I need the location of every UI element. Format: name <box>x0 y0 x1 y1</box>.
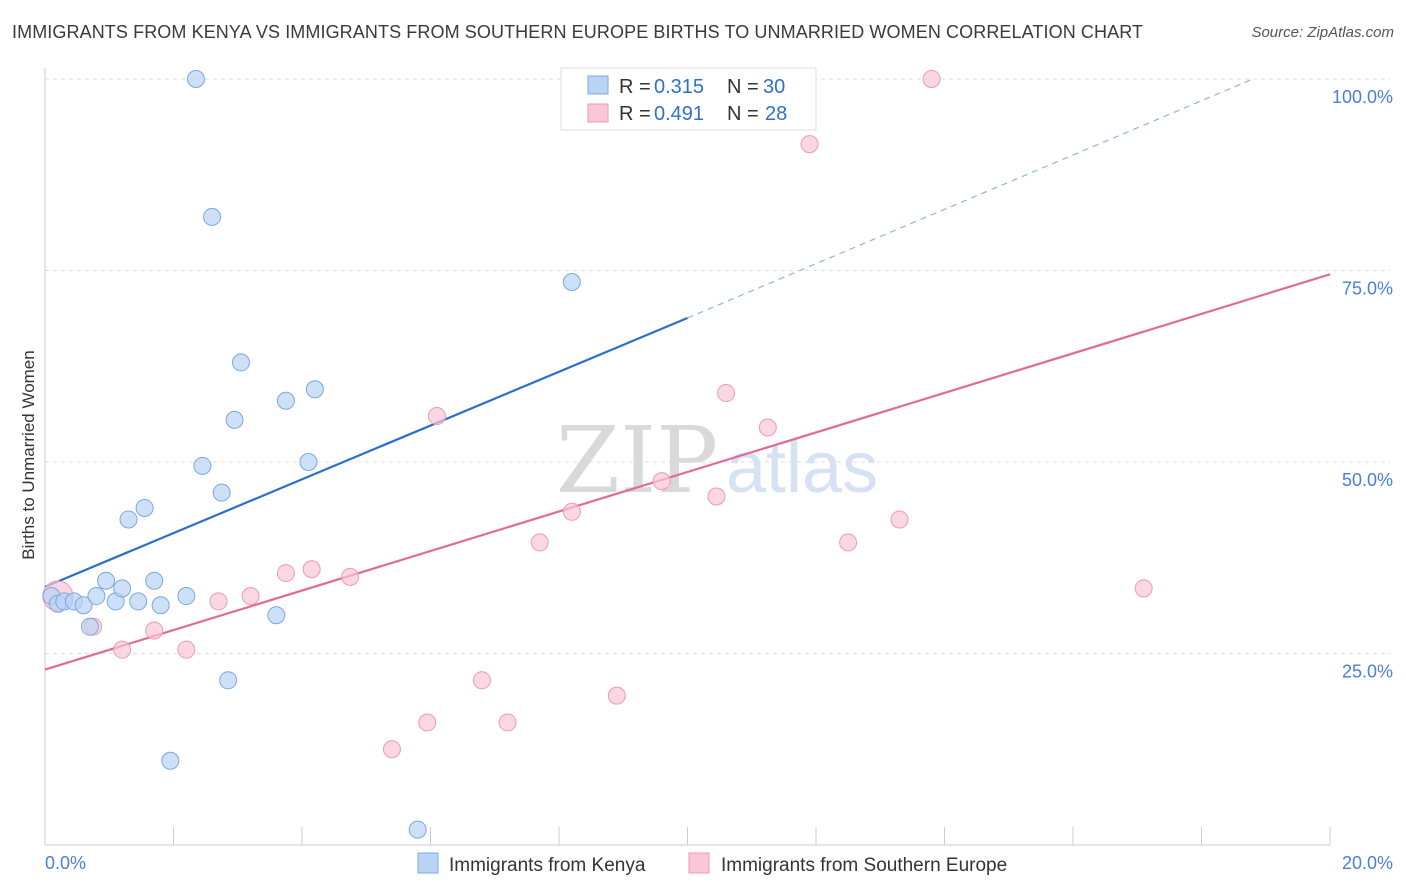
kenya-point <box>193 456 212 475</box>
southern-europe-point <box>717 384 736 403</box>
kenya-point <box>212 483 231 502</box>
legend-kenya-n-label: N = <box>727 76 759 98</box>
legend-se-n-value: 28 <box>765 103 787 125</box>
southern-europe-point <box>209 592 228 611</box>
chart-title: IMMIGRANTS FROM KENYA VS IMMIGRANTS FROM… <box>12 22 1144 42</box>
southern-europe-point <box>302 560 321 579</box>
kenya-trend-line <box>44 316 688 588</box>
legend-se-r-value: 0.491 <box>654 103 704 125</box>
southern-europe-point <box>652 472 671 491</box>
gridlines <box>45 78 1390 654</box>
kenya-point <box>113 579 132 598</box>
x-tick-label: 0.0% <box>45 853 86 873</box>
kenya-point <box>80 617 99 636</box>
legend-kenya-n-value: 30 <box>763 76 785 98</box>
southern-europe-point <box>341 567 360 586</box>
southern-europe-point <box>382 740 401 759</box>
kenya-point <box>219 671 238 690</box>
southern-europe-point <box>241 587 260 606</box>
y-tick-label: 50.0% <box>1342 470 1393 490</box>
watermark-atlas: atlas <box>726 428 878 508</box>
series-legend: Immigrants from Kenya Immigrants from So… <box>417 852 1007 876</box>
kenya-point <box>97 571 116 590</box>
kenya-point <box>177 587 196 606</box>
southern-europe-point <box>145 621 164 640</box>
legend-kenya-r-value: 0.315 <box>654 76 704 98</box>
legend-se-r-label: R = <box>619 103 651 125</box>
kenya-point <box>299 453 318 471</box>
southern-europe-point <box>418 713 437 732</box>
kenya-point <box>562 272 581 291</box>
kenya-trend-extension <box>687 78 1254 319</box>
watermark: ZIP atlas <box>556 407 878 514</box>
kenya-point <box>231 353 250 372</box>
southern-europe-point <box>758 418 777 437</box>
legend-kenya-r-label: R = <box>619 76 651 98</box>
legend-kenya-swatch <box>587 75 609 95</box>
kenya-point <box>129 592 148 611</box>
tick-labels: 25.0% 50.0% 75.0% 100.0% 0.0% 20.0% <box>45 87 1393 873</box>
kenya-point <box>119 510 138 529</box>
kenya-point <box>145 571 164 590</box>
southern-europe-point <box>562 502 581 521</box>
southern-europe-point <box>498 713 517 732</box>
legend-se-n-label: N = <box>727 103 759 125</box>
kenya-point <box>267 606 286 625</box>
southern-europe-point <box>800 135 819 154</box>
southern-europe-point <box>472 671 491 690</box>
source-credit: Source: ZipAtlas.com <box>1251 24 1394 41</box>
southern-europe-point <box>177 640 196 659</box>
southern-europe-trend-line <box>44 273 1331 671</box>
southern-europe-point <box>839 533 858 552</box>
bottom-legend-se-label: Immigrants from Southern Europe <box>721 855 1007 876</box>
southern-europe-point <box>1134 579 1153 598</box>
axes <box>44 68 1331 846</box>
southern-europe-point <box>530 533 549 552</box>
kenya-point <box>225 410 244 429</box>
southern-europe-point <box>922 70 941 88</box>
data-points <box>42 70 1153 839</box>
kenya-point <box>186 70 205 88</box>
bottom-legend-se-swatch <box>688 852 710 874</box>
southern-europe-point <box>276 564 295 583</box>
kenya-point <box>87 587 106 606</box>
x-tick-label: 20.0% <box>1342 853 1393 873</box>
bottom-legend-kenya-swatch <box>417 852 439 874</box>
legend-se-swatch <box>587 103 609 123</box>
kenya-point <box>161 751 180 770</box>
southern-europe-point <box>427 407 446 426</box>
y-axis-label: Births to Unmarried Women <box>19 350 38 559</box>
kenya-point <box>74 596 93 615</box>
kenya-point <box>151 596 170 615</box>
trend-lines <box>44 78 1331 671</box>
kenya-point <box>276 391 295 410</box>
southern-europe-point <box>113 640 132 659</box>
kenya-point <box>305 380 324 399</box>
kenya-point <box>135 498 154 517</box>
y-tick-label: 100.0% <box>1332 87 1393 107</box>
watermark-zip: ZIP <box>556 407 718 514</box>
y-tick-label: 25.0% <box>1342 662 1393 682</box>
kenya-point <box>408 820 427 839</box>
southern-europe-point <box>607 686 626 705</box>
kenya-point <box>203 207 222 226</box>
southern-europe-point <box>890 510 909 529</box>
y-tick-label: 75.0% <box>1342 279 1393 299</box>
stats-legend: R = 0.315 N = 30 R = 0.491 N = 28 <box>560 67 817 131</box>
southern-europe-point <box>707 487 726 506</box>
bottom-legend-kenya-label: Immigrants from Kenya <box>449 855 646 876</box>
